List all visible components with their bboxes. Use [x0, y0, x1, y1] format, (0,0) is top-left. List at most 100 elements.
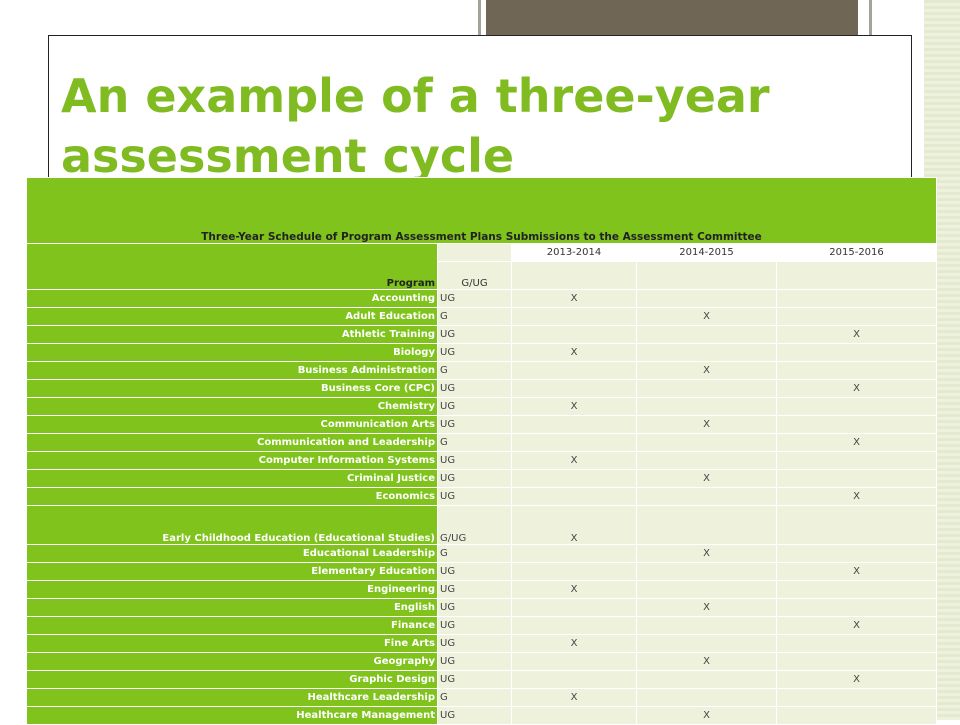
schedule-mark-cell	[511, 433, 637, 452]
schedule-mark-cell	[775, 598, 938, 617]
table-row: Communication Arts UG X	[26, 415, 938, 434]
program-name-cell: Graphic Design	[26, 670, 438, 689]
header-blank-cell	[636, 261, 777, 290]
level-cell: G	[437, 688, 512, 707]
year-header: 2013-2014	[511, 243, 637, 262]
schedule-mark-cell	[511, 415, 637, 434]
program-name-cell: Adult Education	[26, 307, 438, 326]
schedule-mark-cell: X	[511, 505, 637, 545]
year-header-row: Program 2013-2014 2014-2015 2015-2016	[26, 243, 938, 290]
schedule-mark-cell	[511, 469, 637, 488]
schedule-mark-cell	[775, 343, 938, 362]
schedule-mark-cell	[511, 379, 637, 398]
schedule-mark-cell	[775, 289, 938, 308]
level-cell: UG	[437, 397, 512, 416]
program-name-cell: Healthcare Leadership	[26, 688, 438, 707]
schedule-mark-cell	[636, 487, 777, 506]
table-row: Adult Education G X	[26, 307, 938, 326]
schedule-mark-cell: X	[636, 415, 777, 434]
schedule-mark-cell	[636, 688, 777, 707]
schedule-mark-cell	[511, 562, 637, 581]
schedule-mark-cell	[775, 580, 938, 599]
program-name-cell: Athletic Training	[26, 325, 438, 344]
program-name-cell: Computer Information Systems	[26, 451, 438, 470]
table-row: English UG X	[26, 598, 938, 617]
level-column-header: G/UG	[437, 261, 512, 290]
assessment-schedule-table: Three-Year Schedule of Program Assessmen…	[25, 177, 938, 725]
level-cell: UG	[437, 670, 512, 689]
table-caption-row: Three-Year Schedule of Program Assessmen…	[25, 177, 938, 244]
year-header: 2015-2016	[775, 243, 938, 262]
header-blank-cell	[775, 261, 938, 290]
table-row: Healthcare Leadership G X	[26, 688, 938, 707]
level-cell: UG	[437, 580, 512, 599]
schedule-mark-cell	[636, 634, 777, 653]
program-name-cell: Fine Arts	[26, 634, 438, 653]
schedule-mark-cell: X	[775, 379, 938, 398]
program-name-cell: Economics	[26, 487, 438, 506]
schedule-mark-cell	[511, 307, 637, 326]
schedule-mark-cell	[775, 307, 938, 326]
level-cell: UG	[437, 325, 512, 344]
schedule-mark-cell: X	[511, 688, 637, 707]
level-cell: UG	[437, 487, 512, 506]
schedule-mark-cell	[511, 670, 637, 689]
program-column-header: Program	[26, 243, 438, 290]
schedule-mark-cell: X	[775, 487, 938, 506]
schedule-mark-cell: X	[636, 307, 777, 326]
table-row: Educational Leadership G X	[26, 544, 938, 563]
table-row: Chemistry UG X	[26, 397, 938, 416]
program-name-cell: Accounting	[26, 289, 438, 308]
schedule-mark-cell	[636, 433, 777, 452]
schedule-mark-cell	[636, 451, 777, 470]
program-name-cell: Geography	[26, 652, 438, 671]
program-name-cell: Educational Leadership	[26, 544, 438, 563]
table-row: Elementary Education UG X	[26, 562, 938, 581]
schedule-mark-cell	[636, 562, 777, 581]
table-row: Finance UG X	[26, 616, 938, 635]
schedule-mark-cell	[636, 379, 777, 398]
schedule-mark-cell	[636, 325, 777, 344]
program-name-cell: Finance	[26, 616, 438, 635]
table-row: Biology UG X	[26, 343, 938, 362]
level-cell: UG	[437, 289, 512, 308]
level-cell: UG	[437, 379, 512, 398]
schedule-mark-cell: X	[775, 562, 938, 581]
table-row: Healthcare Management UG X	[26, 706, 938, 725]
schedule-mark-cell: X	[511, 289, 637, 308]
level-cell: G	[437, 307, 512, 326]
table-caption: Three-Year Schedule of Program Assessmen…	[25, 177, 938, 244]
program-name-cell: Early Childhood Education (Educational S…	[26, 505, 438, 545]
table-row: Criminal Justice UG X	[26, 469, 938, 488]
table-row: Early Childhood Education (Educational S…	[26, 505, 938, 545]
schedule-mark-cell	[775, 544, 938, 563]
program-name-cell: Business Administration	[26, 361, 438, 380]
program-name-cell: Communication Arts	[26, 415, 438, 434]
schedule-mark-cell: X	[775, 616, 938, 635]
schedule-mark-cell: X	[511, 343, 637, 362]
subheader-row: G/UG	[27, 261, 938, 290]
table-row: Fine Arts UG X	[26, 634, 938, 653]
table-row: Business Core (CPC) UG X	[26, 379, 938, 398]
schedule-mark-cell	[775, 415, 938, 434]
program-name-cell: Chemistry	[26, 397, 438, 416]
table-row: Graphic Design UG X	[26, 670, 938, 689]
level-cell: UG	[437, 451, 512, 470]
schedule-mark-cell	[636, 580, 777, 599]
level-cell: UG	[437, 616, 512, 635]
table-row: Business Administration G X	[26, 361, 938, 380]
level-cell: G	[437, 361, 512, 380]
table-row: Engineering UG X	[26, 580, 938, 599]
level-cell: UG	[437, 706, 512, 725]
schedule-mark-cell	[636, 397, 777, 416]
level-cell: UG	[437, 634, 512, 653]
schedule-mark-cell	[775, 634, 938, 653]
schedule-mark-cell	[775, 451, 938, 470]
header-blank-cell	[511, 261, 637, 290]
slide-title: An example of a three-year assessment cy…	[61, 69, 770, 183]
schedule-mark-cell: X	[511, 580, 637, 599]
schedule-mark-cell	[775, 652, 938, 671]
schedule-mark-cell	[636, 670, 777, 689]
table-row: Computer Information Systems UG X	[26, 451, 938, 470]
level-cell: UG	[437, 598, 512, 617]
